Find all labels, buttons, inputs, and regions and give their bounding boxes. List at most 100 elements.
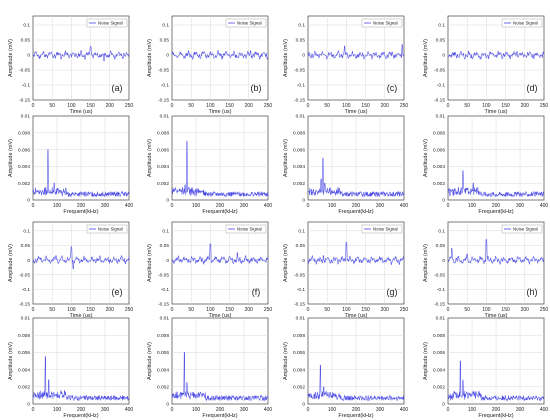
- x-tick-label: 200: [352, 407, 361, 413]
- y-tick-label: 0: [166, 53, 169, 59]
- panel-9: 0 50 100 150 200 250 -0.15 -0.1 -0.05 0 0.05 0.1 Tim…: [8, 221, 133, 319]
- x-tick-label: 50: [464, 103, 470, 109]
- spectrum-line: [447, 360, 545, 402]
- spectrum-line: [447, 170, 545, 198]
- y-tick-label: -0.05: [19, 272, 30, 278]
- y-tick-label: 0.01: [296, 114, 306, 120]
- x-tick-label: 100: [342, 103, 351, 109]
- y-tick-label: 0.006: [18, 350, 30, 356]
- spectrum-line: [307, 157, 405, 198]
- x-tick-label: 50: [49, 103, 55, 109]
- y-tick-label: 0.05: [21, 243, 31, 249]
- legend-box: [501, 224, 543, 234]
- y-tick-label: 0.01: [436, 316, 446, 322]
- y-tick-label: 0.008: [18, 131, 30, 137]
- x-tick-label: 400: [540, 203, 549, 209]
- y-tick-label: 0.1: [298, 23, 305, 29]
- panel-label: (e): [112, 287, 123, 297]
- x-axis-label: Frequent(kHz): [478, 413, 513, 419]
- y-tick-label: 0.01: [160, 316, 170, 322]
- y-tick-label: 0.002: [433, 181, 445, 187]
- x-tick-label: 200: [245, 103, 254, 109]
- x-tick-label: 100: [468, 203, 477, 209]
- y-tick-label: 0.006: [157, 147, 169, 153]
- y-axis-label: Amplitude (mV): [283, 244, 289, 282]
- panel-label: (a): [112, 83, 123, 93]
- y-tick-label: 0.05: [436, 38, 446, 44]
- noise-signal-line: [32, 46, 130, 62]
- x-tick-label: 200: [352, 203, 361, 209]
- x-tick-label: 50: [188, 103, 194, 109]
- y-tick-label: 0.05: [21, 38, 31, 44]
- y-tick-label: 0: [166, 258, 169, 264]
- x-tick-label: 0: [32, 407, 35, 413]
- y-tick-label: 0.008: [433, 131, 445, 137]
- y-tick-label: 0.006: [293, 147, 305, 153]
- y-tick-label: 0: [302, 198, 305, 204]
- y-tick-label: 0.1: [298, 228, 305, 234]
- plot-area: [307, 221, 405, 305]
- y-tick-label: 0.002: [293, 181, 305, 187]
- panel-12: 0 50 100 150 200 250 -0.15 -0.1 -0.05 0 0.05 0.1 Tim…: [423, 221, 548, 319]
- x-tick-label: 100: [468, 407, 477, 413]
- y-tick-label: 0.1: [23, 228, 30, 234]
- x-tick-label: 250: [540, 103, 549, 109]
- x-tick-label: 100: [53, 203, 62, 209]
- y-tick-label: 0: [27, 402, 30, 408]
- y-tick-label: 0: [442, 53, 445, 59]
- x-tick-label: 250: [400, 103, 409, 109]
- y-tick-label: 0: [442, 402, 445, 408]
- plot-area: [32, 15, 130, 101]
- legend-box: [361, 224, 403, 234]
- y-tick-label: -0.05: [158, 272, 169, 278]
- x-axis-label: Frequent(kHz): [202, 413, 237, 419]
- panel-8: 0 100 200 300 400 0 0.002 0.004 0.006 0.008 0.01 Fr…: [423, 114, 548, 215]
- x-tick-label: 0: [447, 407, 450, 413]
- panel-label: (g): [387, 287, 398, 297]
- y-tick-label: 0.008: [433, 333, 445, 339]
- panel-6: 0 100 200 300 400 0 0.002 0.004 0.006 0.008 0.01 Fr…: [147, 114, 272, 215]
- x-axis-label: Time (us): [208, 313, 231, 319]
- y-tick-label: 0.004: [18, 164, 30, 170]
- y-tick-label: 0: [302, 258, 305, 264]
- y-tick-label: 0.002: [157, 181, 169, 187]
- x-tick-label: 0: [32, 203, 35, 209]
- x-tick-label: 200: [77, 407, 86, 413]
- x-tick-label: 200: [106, 103, 115, 109]
- y-tick-label: -0.15: [294, 302, 305, 308]
- y-tick-label: -0.05: [294, 68, 305, 74]
- panel-label: (d): [527, 83, 538, 93]
- x-tick-label: 150: [501, 307, 510, 313]
- noise-signal-line: [447, 50, 545, 60]
- x-tick-label: 250: [125, 103, 134, 109]
- y-tick-label: 0.002: [18, 181, 30, 187]
- x-tick-label: 100: [192, 203, 201, 209]
- x-tick-label: 0: [307, 407, 310, 413]
- legend-label: Noise Signal: [513, 21, 538, 26]
- legend-label: Noise Signal: [373, 227, 398, 232]
- y-tick-label: -0.05: [19, 68, 30, 74]
- x-axis-label: Frequent(kHz): [338, 413, 373, 419]
- x-tick-label: 200: [521, 103, 530, 109]
- y-axis-label: Amplitude (mV): [8, 244, 14, 282]
- y-tick-label: -0.1: [22, 287, 31, 293]
- panel-10: 0 50 100 150 200 250 -0.15 -0.1 -0.05 0 0.05 0.1 Tim…: [147, 221, 272, 319]
- y-tick-label: 0.01: [21, 114, 31, 120]
- x-tick-label: 0: [307, 103, 310, 109]
- y-tick-label: 0.004: [18, 367, 30, 373]
- noise-signal-line: [171, 243, 269, 266]
- noise-signal-line: [307, 44, 405, 60]
- y-tick-label: 0.004: [433, 164, 445, 170]
- y-tick-label: 0.006: [293, 350, 305, 356]
- legend-label: Noise Signal: [98, 227, 123, 232]
- plot-area: [447, 15, 545, 101]
- x-tick-label: 0: [307, 203, 310, 209]
- y-tick-label: -0.1: [161, 287, 170, 293]
- x-tick-label: 300: [101, 203, 110, 209]
- y-tick-label: -0.05: [434, 272, 445, 278]
- x-tick-label: 50: [464, 307, 470, 313]
- legend-box: [225, 224, 267, 234]
- x-tick-label: 300: [376, 203, 385, 209]
- panel-label: (h): [527, 287, 538, 297]
- x-tick-label: 100: [67, 307, 76, 313]
